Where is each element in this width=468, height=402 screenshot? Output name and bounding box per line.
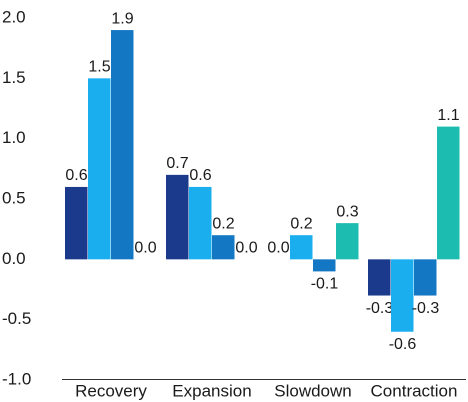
bar [88,78,111,260]
data-label: -0.1 [311,276,339,293]
data-label: 1.9 [111,10,133,27]
y-tick-label: 2.0 [2,7,26,26]
y-tick-label: -0.5 [2,309,31,328]
data-label: 0.0 [134,240,156,257]
bar [437,126,460,260]
data-label: 0.6 [189,167,211,184]
bar [391,259,414,332]
x-tick-label: Expansion [172,381,251,400]
bar [166,174,189,260]
bar [313,259,336,272]
data-label: 0.6 [65,167,87,184]
bar [368,259,391,296]
x-tick-label: Slowdown [274,381,352,400]
bar [336,223,359,260]
data-label: 0.0 [267,240,289,257]
data-label: 0.2 [290,215,312,232]
bar [111,30,134,260]
y-tick-label: 1.0 [2,128,26,147]
bar [65,186,88,260]
data-label: 1.1 [437,107,459,124]
data-label: 0.2 [212,215,234,232]
y-tick-label: 1.5 [2,68,26,87]
data-label: 1.5 [88,59,110,76]
x-tick-label: Contraction [371,381,458,400]
y-tick-label: 0.5 [2,188,26,207]
data-label: -0.3 [366,300,394,317]
data-label: 0.0 [235,240,257,257]
bar [189,186,212,260]
data-label: 0.3 [336,203,358,220]
x-tick-label: Recovery [75,381,147,400]
data-label: -0.3 [412,300,440,317]
data-label: 0.7 [166,155,188,172]
y-tick-label: -1.0 [2,369,31,388]
bar [414,259,437,296]
bar [212,235,235,260]
y-tick-label: 0.0 [2,249,26,268]
data-label: -0.6 [389,336,417,353]
bar [290,235,313,260]
